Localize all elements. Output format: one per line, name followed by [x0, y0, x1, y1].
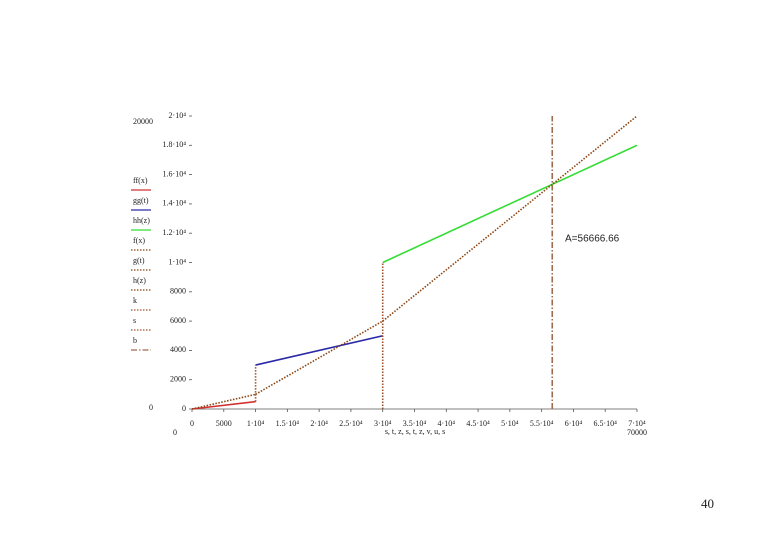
- y-tick-label: 1.8·10⁴: [163, 140, 187, 149]
- legend-label: h(z): [133, 276, 146, 285]
- series-line: [255, 334, 383, 366]
- y-max-label: 20000: [133, 117, 153, 126]
- y-tick-label: 1·10⁴: [169, 257, 187, 266]
- x-tick-label: 4·10⁴: [438, 419, 456, 428]
- legend-label: s: [133, 316, 136, 325]
- x-tick-label: 5·10⁴: [501, 419, 519, 428]
- legend-label: k: [133, 296, 137, 305]
- series-line: [382, 115, 638, 322]
- y-tick-label: 0: [182, 404, 186, 413]
- x-tick-label: 6·10⁴: [565, 419, 583, 428]
- y-tick-label: 1.4·10⁴: [163, 199, 187, 208]
- series-line: [191, 393, 256, 410]
- x-tick-label: 6.5·10⁴: [593, 419, 617, 428]
- x-tick-label: 5.5·10⁴: [530, 419, 554, 428]
- y-tick-label: 1.2·10⁴: [163, 228, 187, 237]
- series-line: [255, 320, 384, 396]
- x-max-label: 70000: [627, 428, 647, 437]
- x-tick-label: 7·10⁴: [628, 419, 646, 428]
- y-tick-label: 2000: [170, 375, 186, 384]
- legend-label: ff(x): [133, 176, 148, 185]
- x-axis-label: s, t, z, s, t, z, v, u, s: [385, 427, 445, 436]
- y-tick-label: 6000: [170, 316, 186, 325]
- legend-label: b: [133, 336, 137, 345]
- x-tick-label: 4.5·10⁴: [466, 419, 490, 428]
- annotation: A=56666.66: [565, 234, 620, 245]
- x-tick-label: 2.5·10⁴: [339, 419, 363, 428]
- x-tick-label: 3·10⁴: [374, 419, 392, 428]
- x-tick-label: 1·10⁴: [247, 419, 265, 428]
- x-tick-label: 3.5·10⁴: [403, 419, 427, 428]
- series-line: [382, 144, 638, 264]
- y-tick-label: 2·10⁴: [169, 111, 187, 120]
- legend-label: g(t): [133, 256, 145, 265]
- legend-label: hh(z): [133, 216, 150, 225]
- legend-label: f(x): [133, 236, 145, 245]
- x-tick-label: 0: [190, 419, 194, 428]
- x-tick-label: 5000: [216, 419, 232, 428]
- x-tick-label: 2·10⁴: [310, 419, 328, 428]
- series-line: [191, 400, 256, 410]
- x-min-label: 0: [173, 428, 177, 437]
- page-number: 40: [701, 496, 714, 511]
- y-tick-label: 4000: [170, 345, 186, 354]
- y-tick-label: 8000: [170, 287, 186, 296]
- y-tick-label: 1.6·10⁴: [163, 169, 187, 178]
- legend-label: gg(t): [133, 196, 149, 205]
- y-min-label: 0: [149, 403, 153, 412]
- x-tick-label: 1.5·10⁴: [276, 419, 300, 428]
